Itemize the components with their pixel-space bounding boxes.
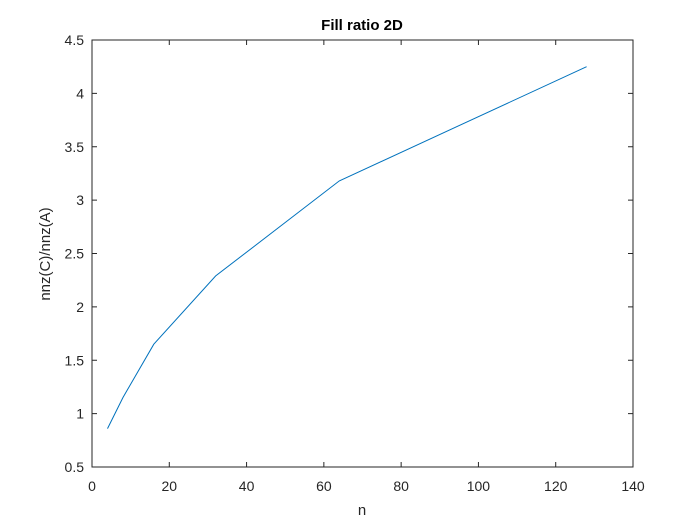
chart-title: Fill ratio 2D (321, 17, 403, 34)
x-tick-label: 80 (393, 478, 409, 494)
x-tick-label: 60 (316, 478, 332, 494)
y-axis-label: nnz(C)/nnz(A) (37, 207, 54, 300)
x-tick-label: 40 (239, 478, 255, 494)
y-tick-label: 4 (76, 85, 84, 101)
y-tick-label: 1 (76, 406, 84, 422)
plot-area: 0 20 40 60 80 100 120 140 0.5 1 1.5 2 2.5 3 3.5 4 4.5 (65, 32, 645, 494)
y-tick-label: 1.5 (65, 352, 85, 368)
y-tick-label: 4.5 (65, 32, 85, 48)
y-tick-label: 2.5 (65, 246, 85, 262)
x-tick-label: 100 (467, 478, 491, 494)
x-tick-label: 0 (88, 478, 96, 494)
x-tick-label: 140 (621, 478, 645, 494)
y-tick-label: 3.5 (65, 139, 85, 155)
x-axis-label: n (358, 502, 366, 519)
y-tick-label: 3 (76, 192, 84, 208)
x-tick-label: 120 (544, 478, 568, 494)
series-line (107, 66, 587, 429)
x-tick-label: 20 (161, 478, 177, 494)
y-tick-label: 0.5 (65, 459, 85, 475)
axes-box (91, 39, 634, 468)
y-tick-label: 2 (76, 299, 84, 315)
